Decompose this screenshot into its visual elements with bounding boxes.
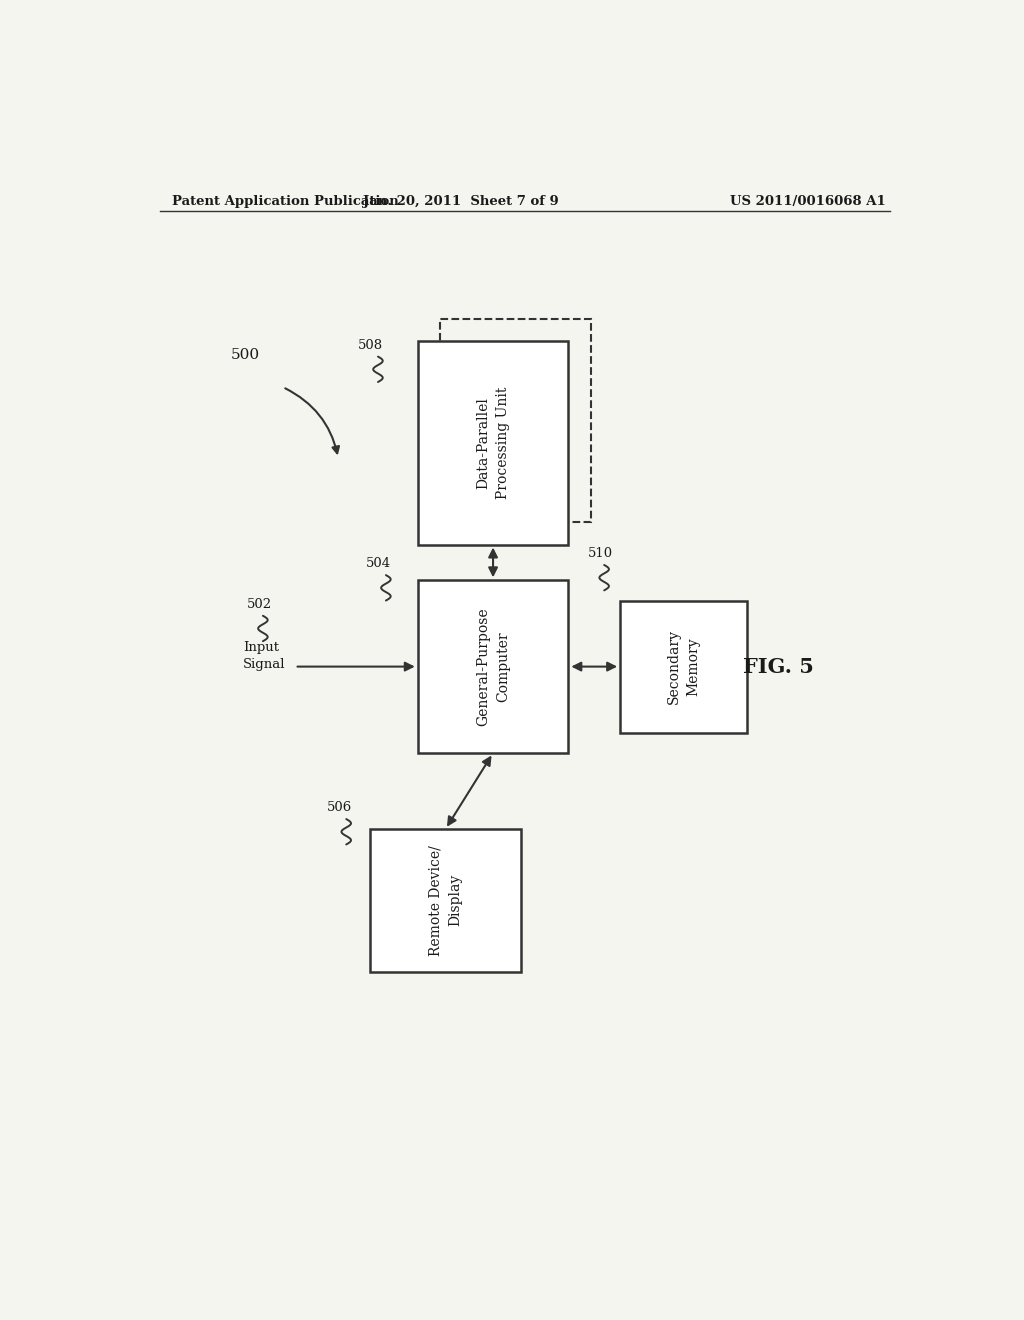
Text: 510: 510 [588,546,613,560]
Text: 506: 506 [327,801,351,814]
Text: Remote Device/
Display: Remote Device/ Display [429,845,462,956]
Text: General-Purpose
Computer: General-Purpose Computer [476,607,510,726]
Text: Patent Application Publication: Patent Application Publication [172,194,398,207]
Text: Input
Signal: Input Signal [243,642,286,672]
FancyBboxPatch shape [620,601,748,733]
Text: 508: 508 [358,338,383,351]
FancyBboxPatch shape [418,581,568,752]
Text: 500: 500 [231,347,260,362]
Text: Data-Parallel
Processing Unit: Data-Parallel Processing Unit [476,387,510,499]
Text: FIG. 5: FIG. 5 [743,656,814,677]
Text: Secondary
Memory: Secondary Memory [667,630,700,704]
Text: Jan. 20, 2011  Sheet 7 of 9: Jan. 20, 2011 Sheet 7 of 9 [364,194,559,207]
Text: 502: 502 [247,598,272,611]
FancyBboxPatch shape [418,342,568,545]
FancyArrowPatch shape [286,388,339,453]
Text: US 2011/0016068 A1: US 2011/0016068 A1 [730,194,886,207]
Text: 504: 504 [367,557,391,570]
FancyBboxPatch shape [370,829,521,972]
